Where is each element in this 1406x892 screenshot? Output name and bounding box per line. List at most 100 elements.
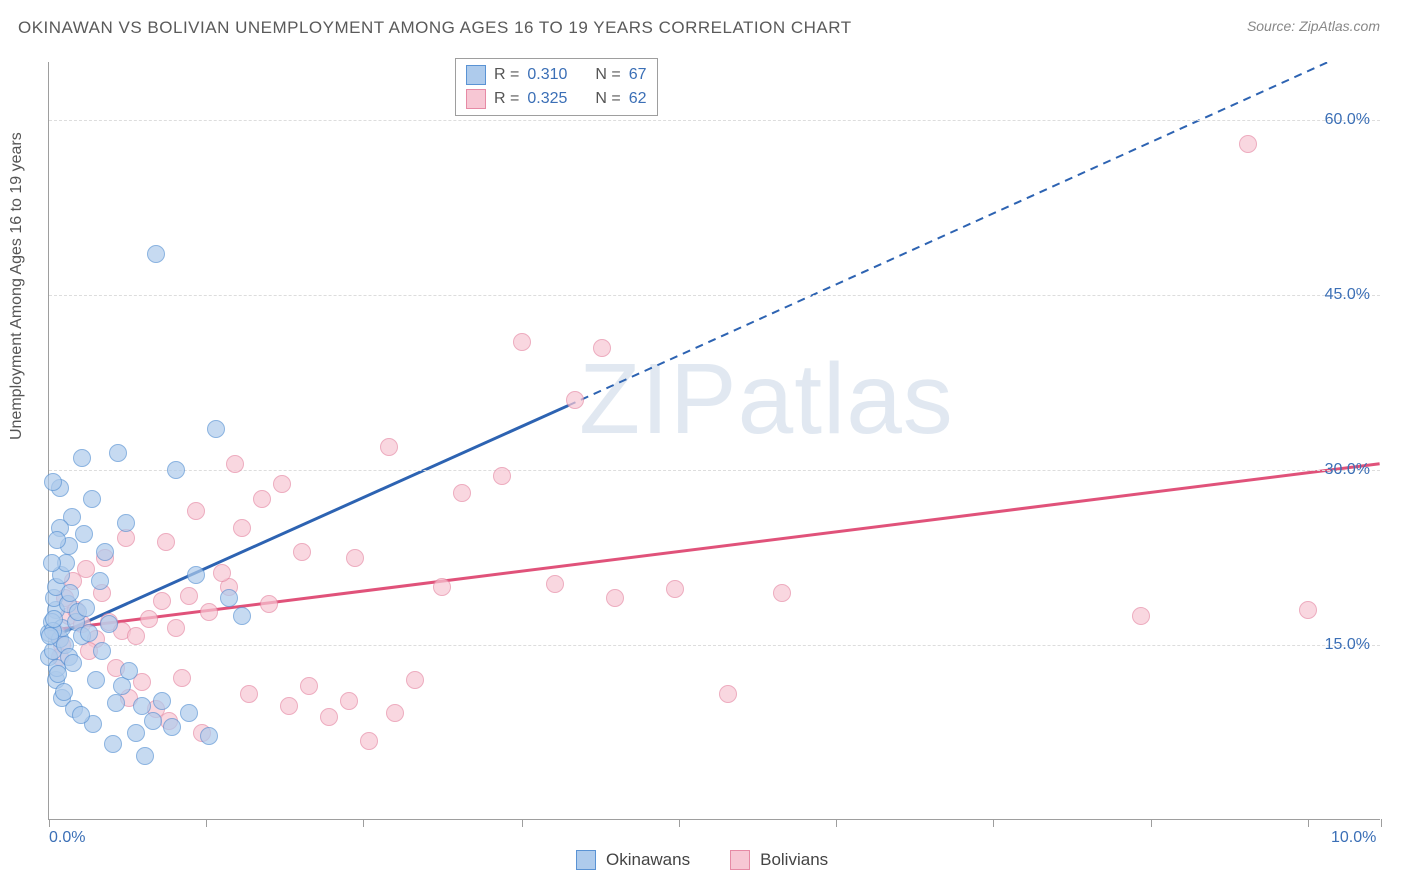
legend-swatch: [730, 850, 750, 870]
x-tick: [993, 819, 994, 827]
x-tick-label: 0.0%: [49, 829, 85, 847]
scatter-point-bolivians: [1239, 135, 1257, 153]
scatter-point-bolivians: [280, 697, 298, 715]
y-tick-label: 30.0%: [1325, 461, 1370, 479]
scatter-point-bolivians: [593, 339, 611, 357]
scatter-point-okinawans: [109, 444, 127, 462]
scatter-point-bolivians: [180, 587, 198, 605]
chart-title: OKINAWAN VS BOLIVIAN UNEMPLOYMENT AMONG …: [18, 18, 852, 38]
scatter-point-okinawans: [200, 727, 218, 745]
legend-r-label: R =: [494, 63, 519, 87]
scatter-point-bolivians: [226, 455, 244, 473]
scatter-point-okinawans: [91, 572, 109, 590]
scatter-point-bolivians: [167, 619, 185, 637]
scatter-point-okinawans: [49, 665, 67, 683]
watermark-prefix: ZIP: [579, 343, 738, 455]
scatter-point-bolivians: [666, 580, 684, 598]
scatter-point-okinawans: [167, 461, 185, 479]
correlation-legend: R = 0.310 N = 67 R = 0.325 N = 62: [455, 58, 658, 116]
legend-n-value: 62: [629, 87, 647, 111]
watermark-suffix: atlas: [738, 343, 954, 455]
x-tick: [49, 819, 50, 827]
watermark: ZIPatlas: [579, 342, 954, 457]
scatter-point-bolivians: [386, 704, 404, 722]
legend-n-label: N =: [595, 87, 620, 111]
scatter-point-okinawans: [93, 642, 111, 660]
scatter-point-bolivians: [1299, 601, 1317, 619]
y-axis-label: Unemployment Among Ages 16 to 19 years: [8, 132, 26, 440]
x-tick: [206, 819, 207, 827]
source-attribution: Source: ZipAtlas.com: [1247, 18, 1380, 34]
scatter-point-okinawans: [127, 724, 145, 742]
scatter-point-bolivians: [406, 671, 424, 689]
scatter-point-bolivians: [293, 543, 311, 561]
scatter-point-okinawans: [43, 554, 61, 572]
x-tick: [1151, 819, 1152, 827]
legend-n-value: 67: [629, 63, 647, 87]
scatter-point-okinawans: [107, 694, 125, 712]
x-tick: [836, 819, 837, 827]
scatter-point-okinawans: [45, 610, 63, 628]
scatter-point-bolivians: [513, 333, 531, 351]
scatter-point-bolivians: [157, 533, 175, 551]
scatter-point-okinawans: [55, 683, 73, 701]
x-tick: [1381, 819, 1382, 827]
scatter-point-bolivians: [433, 578, 451, 596]
scatter-point-okinawans: [80, 624, 98, 642]
legend-item-bolivians: Bolivians: [730, 850, 828, 870]
x-tick: [522, 819, 523, 827]
legend-r-value: 0.310: [527, 63, 567, 87]
trend-lines-svg: [49, 62, 1380, 819]
scatter-point-bolivians: [273, 475, 291, 493]
scatter-point-okinawans: [220, 589, 238, 607]
y-tick-label: 45.0%: [1325, 286, 1370, 304]
scatter-point-bolivians: [719, 685, 737, 703]
legend-row-bolivians: R = 0.325 N = 62: [466, 87, 647, 111]
legend-r-label: R =: [494, 87, 519, 111]
scatter-point-bolivians: [213, 564, 231, 582]
scatter-point-okinawans: [233, 607, 251, 625]
scatter-point-bolivians: [566, 391, 584, 409]
scatter-point-okinawans: [163, 718, 181, 736]
scatter-point-bolivians: [1132, 607, 1150, 625]
y-tick-label: 60.0%: [1325, 111, 1370, 129]
scatter-point-okinawans: [75, 525, 93, 543]
scatter-point-bolivians: [453, 484, 471, 502]
scatter-point-bolivians: [340, 692, 358, 710]
scatter-point-bolivians: [173, 669, 191, 687]
scatter-point-okinawans: [120, 662, 138, 680]
scatter-point-bolivians: [240, 685, 258, 703]
legend-item-okinawans: Okinawans: [576, 850, 690, 870]
scatter-point-bolivians: [260, 595, 278, 613]
scatter-point-okinawans: [187, 566, 205, 584]
x-tick-label: 10.0%: [1331, 829, 1376, 847]
x-tick: [1308, 819, 1309, 827]
scatter-point-bolivians: [187, 502, 205, 520]
x-tick: [679, 819, 680, 827]
scatter-point-okinawans: [72, 706, 90, 724]
scatter-point-bolivians: [380, 438, 398, 456]
legend-swatch: [466, 89, 486, 109]
scatter-point-okinawans: [96, 543, 114, 561]
scatter-point-bolivians: [546, 575, 564, 593]
scatter-point-bolivians: [606, 589, 624, 607]
x-tick: [363, 819, 364, 827]
legend-row-okinawans: R = 0.310 N = 67: [466, 63, 647, 87]
gridline: [49, 470, 1380, 471]
scatter-point-bolivians: [346, 549, 364, 567]
y-tick-label: 15.0%: [1325, 636, 1370, 654]
scatter-point-okinawans: [44, 473, 62, 491]
legend-label: Bolivians: [760, 850, 828, 870]
scatter-point-bolivians: [140, 610, 158, 628]
scatter-point-okinawans: [73, 449, 91, 467]
scatter-point-bolivians: [493, 467, 511, 485]
legend-r-value: 0.325: [527, 87, 567, 111]
scatter-point-okinawans: [153, 692, 171, 710]
scatter-point-bolivians: [153, 592, 171, 610]
legend-swatch: [576, 850, 596, 870]
scatter-point-bolivians: [233, 519, 251, 537]
scatter-point-bolivians: [200, 603, 218, 621]
scatter-point-bolivians: [320, 708, 338, 726]
legend-n-label: N =: [595, 63, 620, 87]
scatter-point-okinawans: [136, 747, 154, 765]
